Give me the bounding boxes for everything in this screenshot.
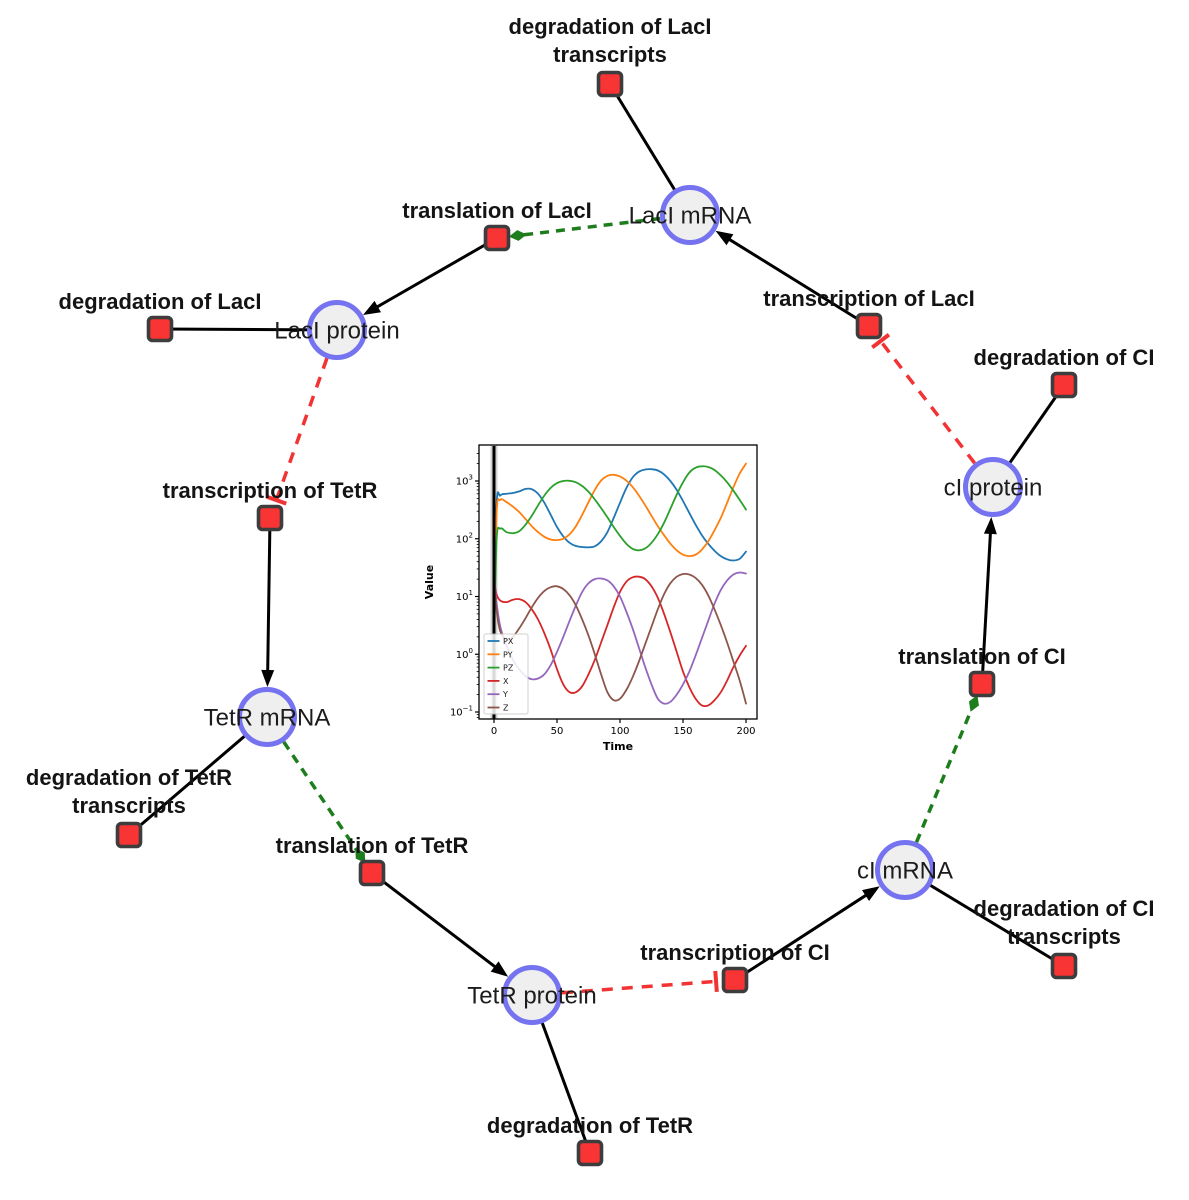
reaction-node-deg_laci_tx[interactable] xyxy=(596,70,624,98)
edge-modifier-laci_mrna-transl_laci-arrowhead-icon xyxy=(508,230,527,241)
edge-product-txn_ci-ci_mrna xyxy=(734,889,874,982)
timecourse-plot: 0 50 100 150 20010310210110010−1TimeValuePXP… xyxy=(423,444,758,753)
reaction-node-txn_laci[interactable] xyxy=(855,312,883,340)
series-line-PY xyxy=(493,462,747,656)
species-label-ci_mrna: cI mRNA xyxy=(857,858,953,885)
edge-modifier-ci_mrna-transl_ci xyxy=(914,707,974,843)
edge-inhibition-laci_protein-txn_tetr xyxy=(274,357,329,501)
species-node-laci_mrna[interactable] xyxy=(660,185,720,245)
reaction-label-deg_tetr_tx-line1: transcripts xyxy=(72,793,186,818)
reaction-label-deg_ci_tx-line1: transcripts xyxy=(1007,924,1121,949)
legend-label-PX: PX xyxy=(503,637,514,646)
reaction-node-deg_ci[interactable] xyxy=(1050,371,1078,399)
species-node-tetr_protein[interactable] xyxy=(502,965,562,1025)
x-axis-title: Time xyxy=(603,740,633,753)
reaction-label-transl_ci-line0: translation of CI xyxy=(898,644,1065,669)
reaction-node-transl_tetr[interactable] xyxy=(358,859,386,887)
species-label-laci_protein: LacI protein xyxy=(274,318,399,345)
legend-label-X: X xyxy=(503,677,509,686)
edge-product-transl_ci-ci_protein-arrowhead-icon xyxy=(983,516,997,535)
edge-product-transl_tetr-tetr_protein-arrowhead-icon xyxy=(490,961,509,977)
edge-product-txn_tetr-tetr_mrna-arrowhead-icon xyxy=(261,669,275,688)
y-tick-label: 10−1 xyxy=(450,705,473,719)
reaction-label-transl_laci-line0: translation of LacI xyxy=(402,198,591,223)
y-tick-label: 100 xyxy=(456,647,473,661)
species-node-ci_protein[interactable] xyxy=(963,457,1023,517)
edge-product-txn_tetr-tetr_mrna xyxy=(266,517,272,679)
edge-modifier-tetr_mrna-transl_tetr xyxy=(282,740,359,853)
edge-product-txn_laci-laci_mrna-arrowhead-icon xyxy=(715,230,734,246)
reaction-node-txn_tetr[interactable] xyxy=(256,504,284,532)
reaction-label-deg_tetr_tx-line0: degradation of TetR xyxy=(26,765,232,790)
reaction-node-deg_tetr[interactable] xyxy=(576,1139,604,1167)
reaction-label-txn_tetr-line0: transcription of TetR xyxy=(163,478,378,503)
edge-modifier-ci_mrna-transl_ci-arrowhead-icon xyxy=(968,695,979,712)
legend-box xyxy=(483,633,529,715)
y-tick-label: 101 xyxy=(456,589,473,603)
legend: PX PY PZ XYZ xyxy=(483,633,529,715)
edge-inhibition-ci_protein-txn_laci-tbar-icon xyxy=(871,333,891,350)
axes-box xyxy=(478,444,758,720)
legend-label-Y: Y xyxy=(502,690,508,699)
x-tick-label: 100 xyxy=(610,726,629,737)
edge-product-transl_ci-ci_protein xyxy=(980,525,993,685)
edge-inhibition-tetr_protein-txn_ci-tbar-icon xyxy=(713,970,719,993)
edge-product-transl_laci-laci_protein xyxy=(370,236,498,312)
reaction-label-deg_laci-line0: degradation of LacI xyxy=(59,289,262,314)
species-node-ci_mrna[interactable] xyxy=(875,840,935,900)
x-tick-label: 200 xyxy=(736,726,755,737)
edge-reactant-ci_mrna-deg_ci_tx xyxy=(904,868,1065,968)
reaction-label-txn_ci-line0: transcription of CI xyxy=(640,940,829,965)
reaction-label-deg_laci_tx-line0: degradation of LacI xyxy=(509,14,712,39)
x-tick-label: 0 xyxy=(491,726,497,737)
edge-product-txn_laci-laci_mrna xyxy=(722,234,870,328)
x-tick-label: 50 xyxy=(551,726,564,737)
x-tick-label: 150 xyxy=(673,726,692,737)
legend-label-PZ: PZ xyxy=(503,664,514,673)
species-label-ci_protein: cI protein xyxy=(944,475,1043,502)
species-label-tetr_mrna: TetR mRNA xyxy=(204,705,331,732)
series-line-Y xyxy=(493,571,747,705)
species-label-tetr_protein: TetR protein xyxy=(467,983,596,1010)
edge-product-transl_tetr-tetr_protein xyxy=(371,871,502,973)
reaction-label-deg_ci-line0: degradation of CI xyxy=(974,345,1155,370)
y-tick-label: 103 xyxy=(456,474,473,488)
reaction-node-deg_ci_tx[interactable] xyxy=(1050,952,1078,980)
series-line-Z xyxy=(493,572,747,705)
reaction-node-txn_ci[interactable] xyxy=(721,966,749,994)
reaction-label-txn_laci-line0: transcription of LacI xyxy=(763,286,974,311)
edge-modifier-tetr_mrna-transl_tetr-arrowhead-icon xyxy=(355,848,366,864)
species-label-laci_mrna: LacI mRNA xyxy=(629,203,752,230)
nodes-layer xyxy=(115,70,1078,1167)
y-axis-title: Value xyxy=(423,565,436,599)
reaction-label-deg_tetr-line0: degradation of TetR xyxy=(487,1113,693,1138)
reaction-label-transl_tetr-line0: translation of TetR xyxy=(276,833,469,858)
edge-product-txn_ci-ci_mrna-arrowhead-icon xyxy=(862,886,880,901)
edge-reactant-tetr_mrna-deg_tetr_tx xyxy=(128,715,268,837)
edge-inhibition-ci_protein-txn_laci xyxy=(879,339,977,465)
series-line-PZ xyxy=(493,465,747,656)
edge-inhibition-tetr_protein-txn_ci xyxy=(561,979,717,995)
species-node-tetr_mrna[interactable] xyxy=(237,687,297,747)
reaction-node-transl_ci[interactable] xyxy=(968,670,996,698)
plot-area xyxy=(490,445,747,719)
legend-label-PY: PY xyxy=(503,650,513,659)
series-line-PX xyxy=(493,468,747,656)
reaction-label-deg_laci_tx-line1: transcripts xyxy=(553,42,667,67)
edge-product-transl_laci-laci_protein-arrowhead-icon xyxy=(363,300,381,316)
species-node-laci_protein[interactable] xyxy=(307,300,367,360)
edge-inhibition-laci_protein-txn_tetr-tbar-icon xyxy=(265,494,287,506)
reaction-node-deg_tetr_tx[interactable] xyxy=(115,821,143,849)
legend-label-Z: Z xyxy=(503,704,509,713)
labels-layer: LacI mRNA LacI protein TetR mRNA TetR prote… xyxy=(26,14,1155,1138)
reaction-node-deg_laci[interactable] xyxy=(146,315,174,343)
reaction-label-deg_ci_tx-line0: degradation of CI xyxy=(974,896,1155,921)
edge-modifier-laci_mrna-transl_laci xyxy=(522,216,661,237)
y-tick-label: 102 xyxy=(456,531,473,545)
reaction-node-transl_laci[interactable] xyxy=(483,224,511,252)
